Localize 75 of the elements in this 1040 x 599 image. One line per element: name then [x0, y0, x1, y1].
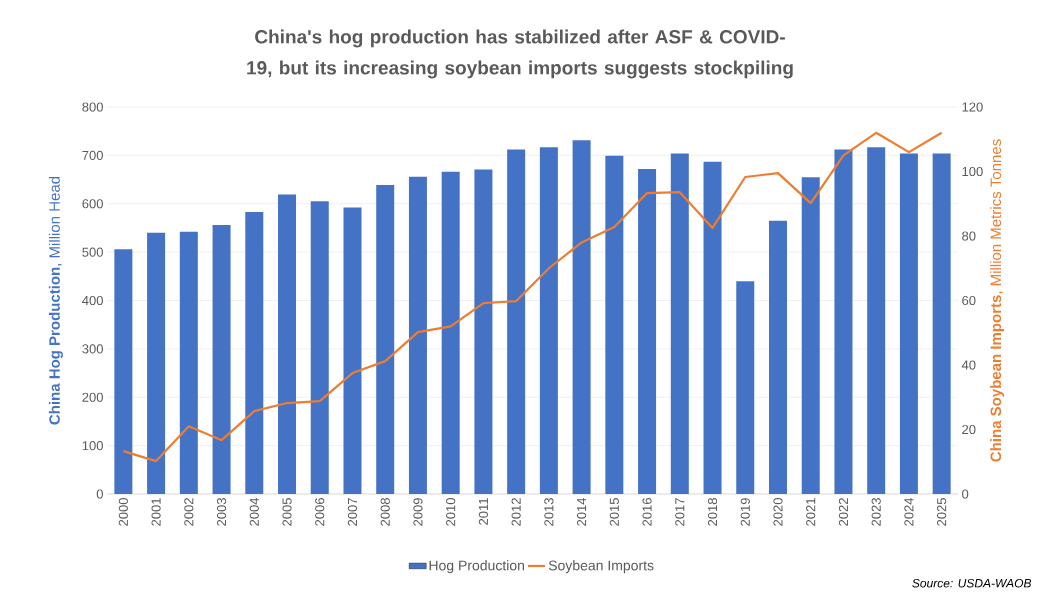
y2-tick-label: 40 — [961, 360, 976, 370]
bar — [736, 281, 755, 494]
x-tick-label: 2003 — [216, 498, 227, 526]
y2-tick-label: 120 — [962, 102, 983, 112]
x-tick-label: 2009 — [413, 498, 423, 526]
bar — [638, 168, 657, 494]
bar — [801, 177, 820, 494]
bar — [278, 194, 297, 494]
x-tick-label: 2024 — [904, 497, 914, 526]
bar — [343, 207, 362, 494]
x-tick-label: 2011 — [478, 498, 489, 525]
x-tick-label: 2017 — [675, 498, 685, 526]
bar — [572, 140, 591, 494]
x-tick-label: 2002 — [184, 498, 194, 526]
bar — [441, 171, 460, 494]
y-tick-label: 0 — [96, 489, 103, 499]
y2-tick-label: 100 — [962, 166, 983, 177]
bar — [310, 201, 329, 494]
y-axis-title: China Hog Production, Million Head — [48, 176, 63, 425]
bar — [867, 147, 886, 494]
y-tick-label: 200 — [82, 392, 103, 402]
x-tick-label: 2001 — [151, 498, 161, 526]
source-note: Source: USDA-WAOB — [912, 578, 1032, 588]
line-series — [122, 131, 943, 463]
bar — [899, 153, 918, 494]
chart-title: China's hog production has stabilized after ASF & COVID-19, but its increasing soybean imports suggests stockpiling — [247, 29, 793, 79]
y-tick-label: 800 — [82, 102, 103, 112]
bar — [474, 169, 493, 494]
bar — [605, 155, 624, 494]
bar — [670, 153, 689, 494]
x-tick-label: 2010 — [446, 498, 456, 526]
y-tick-label: 400 — [82, 295, 103, 306]
bar — [408, 176, 427, 494]
bar — [507, 149, 526, 494]
x-tick-label: 2007 — [347, 498, 358, 526]
x-tick-label: 2013 — [544, 498, 554, 526]
y-tick-label: 300 — [82, 344, 103, 354]
x-tick-label: 2006 — [315, 498, 325, 526]
bar — [212, 225, 231, 494]
x-tick-label: 2018 — [707, 498, 718, 526]
x-tick-label: 2019 — [740, 498, 750, 526]
x-tick-label: 2016 — [642, 498, 652, 526]
y2-axis-title: China Soybean Imports, Million Metrics Tonnes — [990, 139, 1005, 462]
bar — [539, 147, 558, 494]
y2-tick-label: 20 — [962, 424, 976, 435]
x-tick-label: 2023 — [871, 498, 881, 526]
x-tick-label: 2014 — [577, 497, 587, 526]
x-tick-label: 2004 — [249, 497, 259, 526]
bar — [114, 249, 133, 494]
y-tick-label: 600 — [82, 199, 103, 209]
x-tick-label: 2015 — [609, 498, 619, 526]
bar — [245, 211, 264, 494]
bar — [179, 231, 198, 494]
legend-label: Hog Production — [429, 560, 525, 574]
y-tick-label: 500 — [82, 247, 103, 257]
bar — [768, 220, 787, 494]
legend-label: Soybean Imports — [548, 560, 654, 574]
x-tick-label: 2021 — [806, 498, 816, 526]
bar — [147, 232, 166, 494]
y2-tick-label: 0 — [962, 489, 969, 499]
x-tick-label: 2022 — [838, 498, 849, 526]
y-tick-label: 100 — [82, 441, 103, 451]
y2-tick-label: 80 — [962, 231, 976, 241]
x-tick-label: 2012 — [511, 498, 521, 526]
y2-tick-label: 60 — [962, 295, 976, 306]
bar — [932, 153, 951, 494]
x-tick-label: 2000 — [118, 498, 128, 526]
bar — [376, 184, 395, 494]
bar — [834, 149, 853, 494]
x-tick-label: 2025 — [937, 498, 947, 526]
bar — [703, 161, 722, 494]
x-tick-label: 2008 — [380, 498, 390, 526]
x-tick-label: 2020 — [773, 498, 783, 526]
y-tick-label: 700 — [82, 150, 103, 160]
x-tick-label: 2005 — [282, 498, 292, 526]
